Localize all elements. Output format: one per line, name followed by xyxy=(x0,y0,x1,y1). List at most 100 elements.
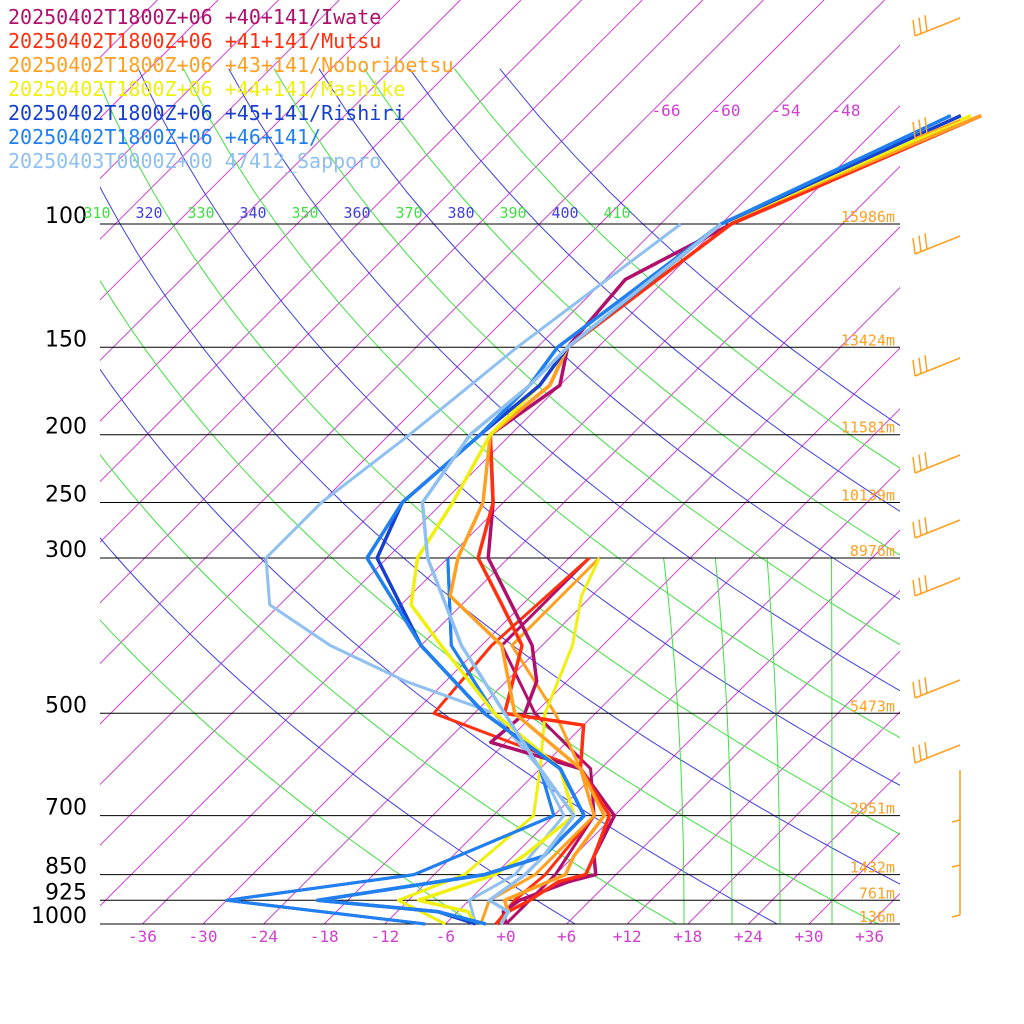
isotherm-line xyxy=(100,0,643,543)
wind-barb-flag xyxy=(924,742,928,759)
wind-barb-flag xyxy=(924,677,928,694)
isotherm-line xyxy=(626,650,900,924)
wind-barb-flag xyxy=(912,579,916,597)
theta-label: 330 xyxy=(187,204,214,222)
height-label: 13424m xyxy=(841,331,895,349)
theta-label: 350 xyxy=(291,204,318,222)
isotherm-line xyxy=(142,165,900,924)
legend-entry: 20250402T1800Z+06 +46+141/ xyxy=(8,125,321,149)
wind-barb xyxy=(912,452,961,474)
pressure-label: 300 xyxy=(45,538,87,563)
x-tick-label: -18 xyxy=(310,927,339,946)
wind-barb-flag xyxy=(912,456,916,474)
isotherm-grid xyxy=(100,0,900,924)
theta-label: 380 xyxy=(447,204,474,222)
x-tick-label: -12 xyxy=(370,927,399,946)
height-label: 1432m xyxy=(850,859,895,877)
isotherm-line xyxy=(100,0,401,301)
height-label: 10139m xyxy=(841,487,895,505)
wind-barb-flag xyxy=(912,359,916,377)
dry-adiabat-line xyxy=(100,453,678,924)
wind-barb xyxy=(951,770,961,823)
wind-barb xyxy=(951,815,961,868)
wind-barb-shaft xyxy=(914,235,961,255)
dry-adiabat-line xyxy=(100,83,900,835)
axis-labels: 100 15986m 150 13424m 200 11581m 250 10139m 300 8… xyxy=(31,101,895,946)
temperature-line xyxy=(476,113,982,926)
isotherm-line xyxy=(687,711,900,924)
wind-barb-flag xyxy=(912,237,916,255)
isotherm-line xyxy=(100,0,704,604)
pressure-label: 850 xyxy=(45,855,87,880)
wind-barb-flag xyxy=(918,577,922,594)
dry-adiabat-line xyxy=(183,68,900,739)
legend-entry: 20250402T1800Z+06 +44+141/Mashike xyxy=(8,77,405,101)
legend-entry: 20250403T0000Z+00 47412_Sapporo xyxy=(8,149,381,173)
legend: 20250402T1800Z+06 +40+141/Iwate20250402T… xyxy=(8,5,454,173)
sounding-profiles xyxy=(225,113,982,926)
legend-entry: 20250402T1800Z+06 +41+141/Mutsu xyxy=(8,29,381,53)
theta-label: 390 xyxy=(499,204,526,222)
wind-barb-flag xyxy=(912,121,916,139)
temp-label: -66 xyxy=(652,101,681,120)
temperature-line xyxy=(448,113,982,925)
wind-barb xyxy=(912,575,961,597)
isotherm-line xyxy=(202,226,900,924)
height-label: 761m xyxy=(859,884,895,902)
wind-barb xyxy=(912,517,961,539)
isotherm-line xyxy=(566,589,900,924)
wind-barb xyxy=(912,677,961,699)
temp-label: -60 xyxy=(712,101,741,120)
isotherm-line xyxy=(100,0,885,786)
dry-adiabat-line xyxy=(100,619,476,924)
wind-barb xyxy=(912,355,961,377)
wind-barb-flag xyxy=(924,355,928,372)
wind-barbs xyxy=(912,15,961,918)
wind-barb-shaft xyxy=(914,454,961,474)
x-tick-label: +18 xyxy=(673,927,702,946)
dry-adiabat-line xyxy=(228,68,900,692)
x-tick-label: +30 xyxy=(795,927,824,946)
x-tick-label: +6 xyxy=(557,927,576,946)
x-tick-label: +24 xyxy=(734,927,763,946)
height-label: 11581m xyxy=(841,419,895,437)
legend-entry: 20250402T1800Z+06 +45+141/Rishiri xyxy=(8,101,405,125)
dewpoint-line xyxy=(225,557,556,926)
wind-barb-flag xyxy=(918,679,922,696)
x-tick-label: +36 xyxy=(855,927,884,946)
isotherm-line xyxy=(869,892,900,924)
temperature-line xyxy=(486,113,982,925)
wind-barb xyxy=(912,15,961,37)
x-tick-label: +0 xyxy=(496,927,515,946)
x-tick-label: -6 xyxy=(436,927,455,946)
dry-adiabat-line xyxy=(100,537,577,924)
pressure-label: 150 xyxy=(45,327,87,352)
legend-entry: 20250402T1800Z+06 +43+141/Noboribetsu xyxy=(8,53,454,77)
pressure-label: 200 xyxy=(45,415,87,440)
wind-barb-shaft xyxy=(914,577,961,597)
isotherm-line xyxy=(100,0,825,725)
pressure-label: 1000 xyxy=(31,904,87,929)
moist-adiabat-grid xyxy=(663,557,833,924)
wind-barb-flag xyxy=(924,117,928,134)
temperature-line xyxy=(315,114,952,926)
wind-barb-shaft xyxy=(914,357,961,377)
height-label: 15986m xyxy=(841,208,895,226)
theta-label: 310 xyxy=(83,204,110,222)
dry-adiabat-line xyxy=(408,68,900,512)
wind-barb-flag xyxy=(918,235,922,252)
wind-barb-shaft xyxy=(914,17,961,37)
legend-entry: 20250402T1800Z+06 +40+141/Iwate xyxy=(8,5,381,29)
wind-barb-flag xyxy=(924,15,928,32)
wind-barb-flag xyxy=(912,681,916,699)
dry-adiabat-line xyxy=(454,68,900,469)
pressure-label: 700 xyxy=(45,796,87,821)
dry-adiabat-line xyxy=(100,368,779,924)
x-tick-label: -36 xyxy=(128,927,157,946)
height-label: 5473m xyxy=(850,697,895,715)
wind-barb-shaft xyxy=(914,744,961,764)
height-label: 136m xyxy=(859,908,895,926)
pressure-label: 500 xyxy=(45,693,87,718)
isotherm-line xyxy=(445,468,900,924)
